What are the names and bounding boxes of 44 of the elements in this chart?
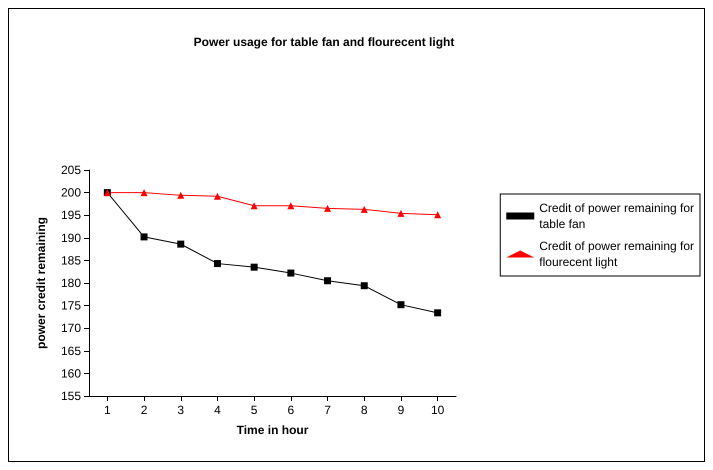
point bbox=[214, 260, 221, 268]
point bbox=[214, 192, 221, 200]
y-axis-title: power credit remaining bbox=[34, 216, 48, 350]
point bbox=[140, 233, 148, 240]
x-tick-label: 4 bbox=[214, 403, 222, 417]
point bbox=[397, 301, 404, 308]
y-tick-label: 200 bbox=[60, 186, 82, 200]
y-tick-label: 165 bbox=[60, 344, 82, 358]
point bbox=[434, 309, 442, 316]
point bbox=[250, 264, 258, 271]
x-tick-label: 6 bbox=[288, 403, 295, 417]
x-tick-label: 8 bbox=[360, 403, 368, 417]
point bbox=[324, 277, 332, 284]
point bbox=[397, 210, 404, 217]
chart-title: Power usage for table fan and flourecent light bbox=[194, 35, 454, 49]
x-tick-label: 3 bbox=[177, 403, 184, 417]
x-tick-label: 5 bbox=[250, 403, 258, 417]
y-tick-label: 170 bbox=[60, 321, 82, 336]
x-axis-title: Time in hour bbox=[236, 423, 309, 437]
y-tick-label: 180 bbox=[60, 276, 82, 290]
point bbox=[434, 211, 442, 218]
legend-label: Credit of power remaining for table fan bbox=[539, 201, 694, 231]
y-tick-label: 185 bbox=[60, 253, 82, 268]
point bbox=[360, 206, 368, 213]
point bbox=[177, 192, 184, 199]
point bbox=[324, 204, 332, 212]
x-tick-label: 1 bbox=[104, 403, 112, 417]
x-tick-label: 2 bbox=[140, 403, 148, 417]
y-tick-label: 175 bbox=[60, 298, 82, 313]
y-tick-label: 160 bbox=[60, 366, 82, 380]
y-tick-label: 205 bbox=[60, 163, 82, 177]
x-tick-label: 10 bbox=[430, 403, 445, 417]
point bbox=[287, 270, 294, 277]
point bbox=[360, 282, 368, 290]
point bbox=[177, 240, 184, 248]
point bbox=[287, 202, 294, 210]
y-tick-label: 190 bbox=[60, 230, 82, 245]
y-tick-label: 155 bbox=[60, 389, 82, 403]
x-tick-label: 7 bbox=[324, 403, 332, 417]
y-tick-label: 195 bbox=[60, 208, 82, 222]
point bbox=[250, 202, 258, 210]
legend-label: Credit of power remaining for flourecent light bbox=[539, 239, 694, 269]
x-tick-label: 9 bbox=[398, 403, 405, 417]
point bbox=[140, 189, 148, 196]
